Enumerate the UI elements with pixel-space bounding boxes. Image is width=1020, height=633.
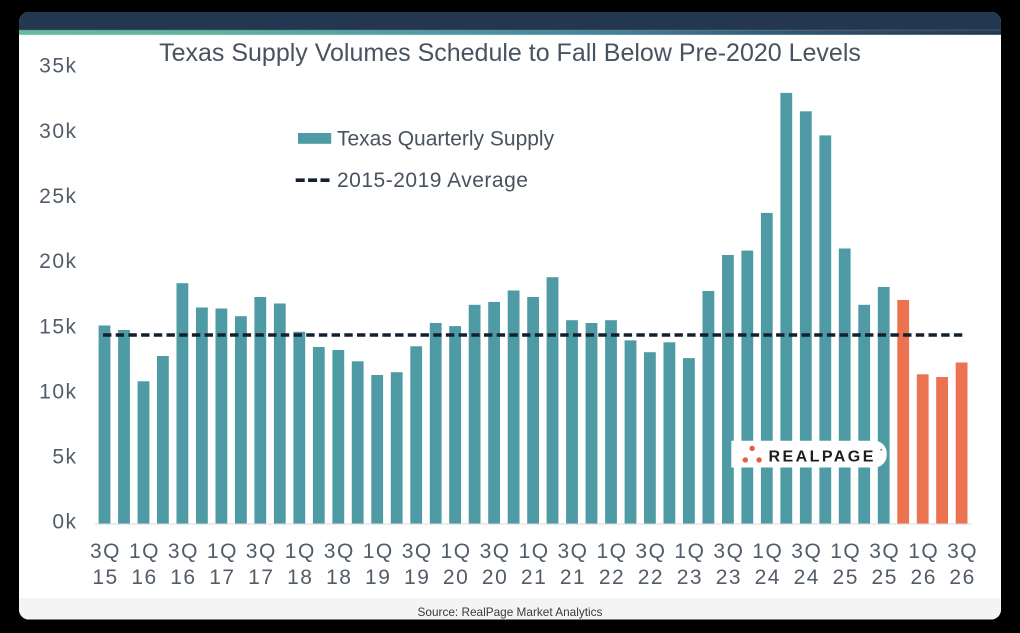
svg-text:22: 22	[638, 566, 664, 589]
svg-text:17: 17	[209, 566, 235, 589]
svg-text:1Q: 1Q	[363, 540, 394, 563]
svg-text:18: 18	[287, 566, 313, 589]
svg-text:1Q: 1Q	[129, 540, 160, 563]
svg-text:24: 24	[755, 566, 781, 589]
svg-text:1Q: 1Q	[207, 540, 238, 563]
svg-text:REALPAGE: REALPAGE	[769, 449, 876, 466]
svg-text:25: 25	[872, 566, 898, 589]
svg-text:3Q: 3Q	[246, 540, 277, 563]
svg-text:Source: RealPage Market Analyt: Source: RealPage Market Analytics	[418, 605, 603, 619]
svg-text:15k: 15k	[39, 316, 77, 339]
svg-text:18: 18	[326, 566, 352, 589]
svg-text:19: 19	[365, 566, 391, 589]
svg-text:3Q: 3Q	[947, 540, 978, 563]
svg-text:3Q: 3Q	[480, 540, 511, 563]
svg-text:23: 23	[716, 566, 742, 589]
svg-text:20k: 20k	[39, 250, 77, 273]
svg-text:3Q: 3Q	[402, 540, 433, 563]
svg-text:1Q: 1Q	[519, 540, 550, 563]
svg-text:25: 25	[833, 566, 859, 589]
svg-text:1Q: 1Q	[830, 540, 861, 563]
svg-text:16: 16	[170, 566, 196, 589]
svg-text:1Q: 1Q	[441, 540, 472, 563]
svg-text:21: 21	[521, 566, 547, 589]
svg-text:35k: 35k	[39, 55, 77, 78]
svg-text:23: 23	[677, 566, 703, 589]
svg-text:1Q: 1Q	[752, 540, 783, 563]
svg-text:1Q: 1Q	[674, 540, 705, 563]
svg-text:3Q: 3Q	[90, 540, 121, 563]
svg-text:26: 26	[911, 566, 937, 589]
svg-text:20: 20	[482, 566, 508, 589]
svg-text:5k: 5k	[52, 446, 77, 469]
svg-text:25k: 25k	[39, 185, 77, 208]
svg-text:21: 21	[560, 566, 586, 589]
svg-text:10k: 10k	[39, 381, 77, 404]
svg-text:15: 15	[92, 566, 118, 589]
svg-text:3Q: 3Q	[557, 540, 588, 563]
svg-text:3Q: 3Q	[635, 540, 666, 563]
svg-text:3Q: 3Q	[869, 540, 900, 563]
svg-text:17: 17	[248, 566, 274, 589]
svg-text:24: 24	[794, 566, 820, 589]
svg-text:Texas Supply Volumes Schedule: Texas Supply Volumes Schedule to Fall Be…	[159, 39, 861, 67]
svg-text:16: 16	[131, 566, 157, 589]
svg-text:3Q: 3Q	[713, 540, 744, 563]
svg-text:26: 26	[949, 566, 975, 589]
svg-text:0k: 0k	[52, 511, 77, 534]
svg-text:22: 22	[599, 566, 625, 589]
svg-text:20: 20	[443, 566, 469, 589]
svg-text:1Q: 1Q	[908, 540, 939, 563]
svg-text:1Q: 1Q	[285, 540, 316, 563]
svg-text:30k: 30k	[39, 120, 77, 143]
svg-text:3Q: 3Q	[324, 540, 355, 563]
svg-text:19: 19	[404, 566, 430, 589]
svg-text:1Q: 1Q	[596, 540, 627, 563]
svg-text:3Q: 3Q	[168, 540, 199, 563]
svg-text:3Q: 3Q	[791, 540, 822, 563]
svg-text:2015-2019 Average: 2015-2019 Average	[337, 169, 528, 192]
svg-text:Texas Quarterly Supply: Texas Quarterly Supply	[337, 127, 555, 150]
